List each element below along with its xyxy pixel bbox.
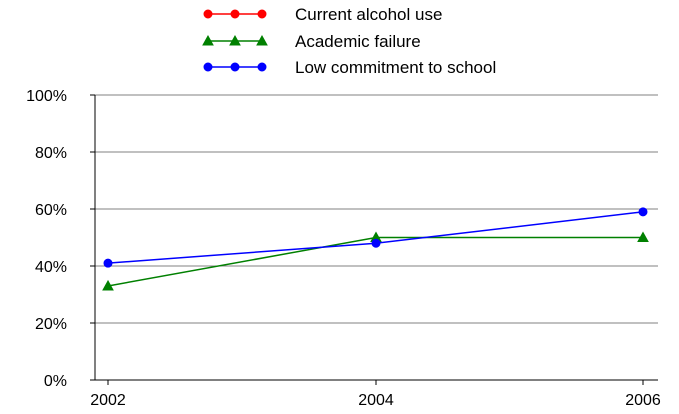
legend-item: Academic failure — [202, 32, 421, 51]
y-tick-label: 80% — [35, 145, 67, 162]
y-tick-label: 0% — [44, 373, 67, 390]
legend-label: Low commitment to school — [295, 58, 496, 77]
x-tick-label: 2006 — [625, 392, 661, 409]
series-1 — [102, 231, 649, 291]
series-2 — [103, 207, 648, 268]
legend-item: Low commitment to school — [203, 58, 496, 77]
y-tick-label: 40% — [35, 259, 67, 276]
legend-marker — [230, 62, 240, 72]
legend-marker — [229, 34, 241, 46]
axes — [90, 94, 658, 385]
series-lines — [102, 207, 649, 291]
tick-labels: 0% 20% 40% 60% 80% 100% 2002 2004 2006 — [26, 88, 661, 409]
gridlines — [95, 94, 658, 324]
y-tick-label: 60% — [35, 202, 67, 219]
legend-label: Academic failure — [295, 32, 421, 51]
legend-marker — [230, 9, 240, 19]
data-point — [638, 207, 648, 217]
legend-marker — [257, 62, 267, 72]
legend: Current alcohol use Academic failure Low c… — [202, 5, 496, 77]
data-point — [637, 231, 649, 242]
x-tick-label: 2004 — [358, 392, 394, 409]
legend-item: Current alcohol use — [203, 5, 442, 24]
data-point — [103, 258, 113, 268]
x-tick-label: 2002 — [90, 392, 126, 409]
y-tick-label: 100% — [26, 88, 67, 105]
legend-marker — [256, 34, 268, 46]
legend-marker — [202, 34, 214, 46]
data-point — [371, 238, 381, 248]
data-point — [102, 279, 114, 291]
legend-marker — [203, 62, 213, 72]
legend-label: Current alcohol use — [295, 5, 442, 24]
legend-marker — [257, 9, 267, 19]
legend-marker — [203, 9, 213, 19]
y-tick-label: 20% — [35, 316, 67, 333]
